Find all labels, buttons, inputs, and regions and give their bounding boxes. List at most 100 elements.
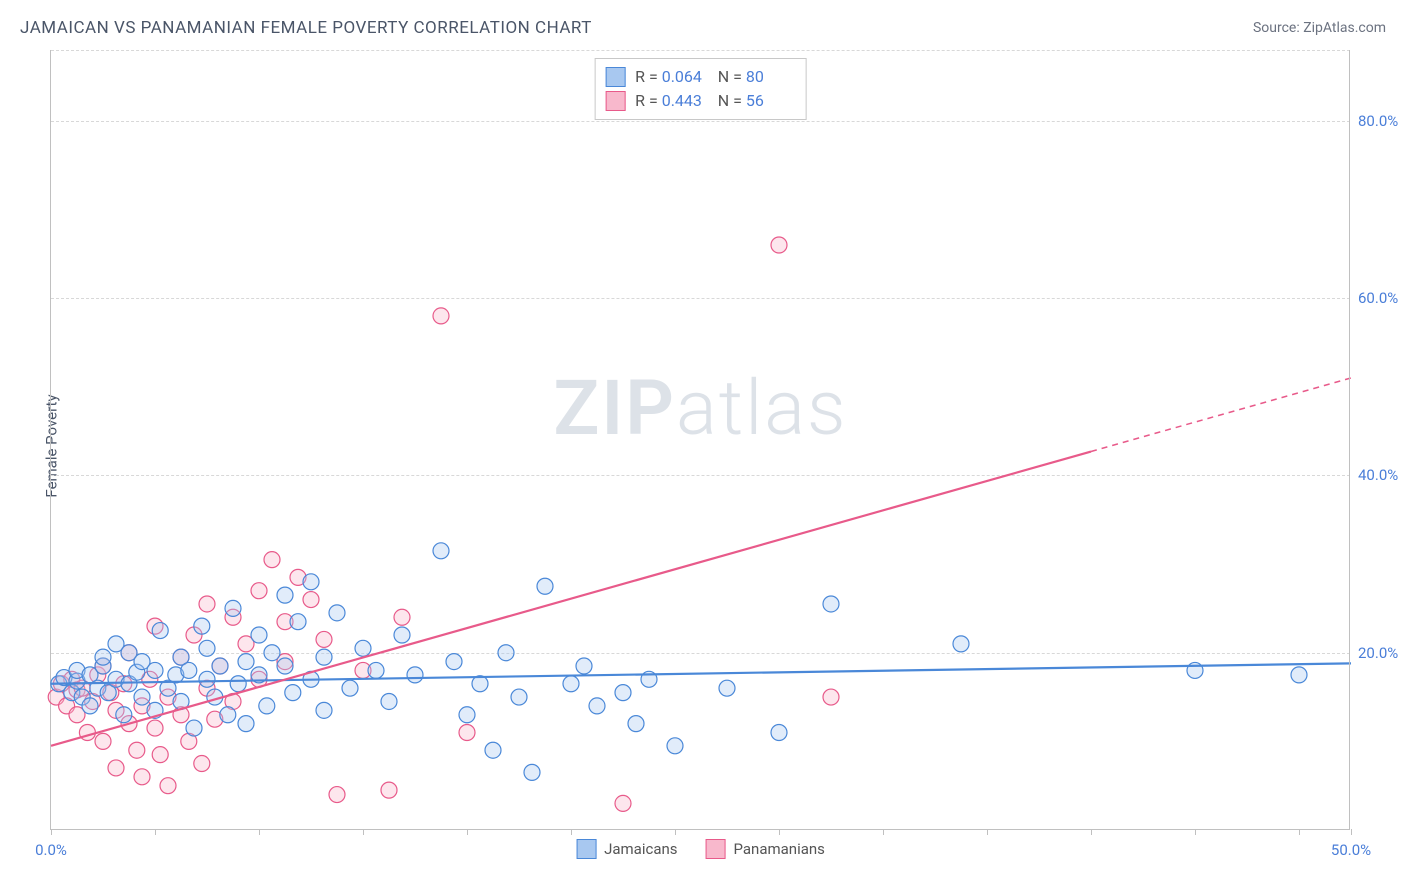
data-point (771, 237, 787, 253)
data-point (95, 733, 111, 749)
x-tick-mark (1091, 829, 1092, 835)
x-tick-mark (987, 829, 988, 835)
data-point (446, 654, 462, 670)
data-point (316, 631, 332, 647)
swatch-panamanians (605, 91, 625, 111)
data-point (116, 707, 132, 723)
data-point (615, 795, 631, 811)
data-point (524, 764, 540, 780)
data-point (719, 680, 735, 696)
legend-label-jamaicans: Jamaicans (604, 840, 677, 858)
data-point (259, 698, 275, 714)
data-point (134, 689, 150, 705)
data-point (342, 680, 358, 696)
legend-item-panamanians: Panamanians (706, 839, 825, 859)
y-tick-label: 20.0% (1358, 644, 1406, 662)
data-point (394, 627, 410, 643)
data-point (1291, 667, 1307, 683)
data-point (212, 658, 228, 674)
data-point (433, 543, 449, 559)
x-tick-mark (51, 829, 52, 835)
x-tick-mark (1351, 829, 1352, 835)
data-point (290, 614, 306, 630)
data-point (194, 756, 210, 772)
x-tick-mark (571, 829, 572, 835)
data-point (264, 645, 280, 661)
data-point (381, 693, 397, 709)
x-tick-mark (363, 829, 364, 835)
data-point (194, 618, 210, 634)
data-point (485, 742, 501, 758)
data-point (82, 698, 98, 714)
legend-item-jamaicans: Jamaicans (576, 839, 677, 859)
x-tick-mark (467, 829, 468, 835)
data-point (563, 676, 579, 692)
y-tick-label: 40.0% (1358, 466, 1406, 484)
stats-row-jamaicans: R = 0.064 N = 80 (605, 65, 792, 89)
legend-swatch-panamanians (706, 839, 726, 859)
data-point (277, 587, 293, 603)
x-tick-mark (155, 829, 156, 835)
plot-svg (51, 50, 1350, 829)
x-tick-mark (675, 829, 676, 835)
data-point (459, 707, 475, 723)
data-point (199, 596, 215, 612)
x-tick-mark (779, 829, 780, 835)
data-point (576, 658, 592, 674)
chart-header: JAMAICAN VS PANAMANIAN FEMALE POVERTY CO… (20, 18, 1386, 38)
x-tick-mark (1195, 829, 1196, 835)
correlation-stats-box: R = 0.064 N = 80 R = 0.443 N = 56 (594, 58, 807, 120)
data-point (129, 742, 145, 758)
data-point (329, 605, 345, 621)
data-point (953, 636, 969, 652)
data-point (152, 747, 168, 763)
data-point (147, 720, 163, 736)
data-point (220, 707, 236, 723)
data-point (303, 574, 319, 590)
data-point (589, 698, 605, 714)
data-point (285, 685, 301, 701)
x-tick-label: 0.0% (35, 841, 67, 859)
data-point (316, 702, 332, 718)
chart-title: JAMAICAN VS PANAMANIAN FEMALE POVERTY CO… (20, 18, 592, 38)
trend-line-extrapolated (1091, 378, 1351, 452)
data-point (381, 782, 397, 798)
r-value-panamanians: 0.443 (662, 89, 708, 113)
data-point (368, 662, 384, 678)
x-tick-label: 50.0% (1331, 841, 1371, 859)
x-tick-mark (1299, 829, 1300, 835)
data-point (181, 662, 197, 678)
data-point (394, 609, 410, 625)
data-point (771, 725, 787, 741)
legend: Jamaicans Panamanians (576, 839, 825, 859)
data-point (95, 649, 111, 665)
n-value-panamanians: 56 (746, 89, 792, 113)
data-point (108, 760, 124, 776)
data-point (199, 671, 215, 687)
data-point (498, 645, 514, 661)
data-point (459, 725, 475, 741)
data-point (199, 640, 215, 656)
x-tick-mark (259, 829, 260, 835)
data-point (615, 685, 631, 701)
data-point (264, 552, 280, 568)
data-point (628, 716, 644, 732)
data-point (511, 689, 527, 705)
data-point (316, 649, 332, 665)
data-point (277, 658, 293, 674)
r-value-jamaicans: 0.064 (662, 65, 708, 89)
data-point (230, 676, 246, 692)
legend-label-panamanians: Panamanians (734, 840, 825, 858)
data-point (152, 623, 168, 639)
data-point (238, 654, 254, 670)
data-point (225, 600, 241, 616)
data-point (433, 308, 449, 324)
data-point (407, 667, 423, 683)
data-point (537, 578, 553, 594)
n-value-jamaicans: 80 (746, 65, 792, 89)
data-point (303, 592, 319, 608)
data-point (329, 787, 345, 803)
stats-row-panamanians: R = 0.443 N = 56 (605, 89, 792, 113)
x-tick-mark (883, 829, 884, 835)
data-point (355, 640, 371, 656)
